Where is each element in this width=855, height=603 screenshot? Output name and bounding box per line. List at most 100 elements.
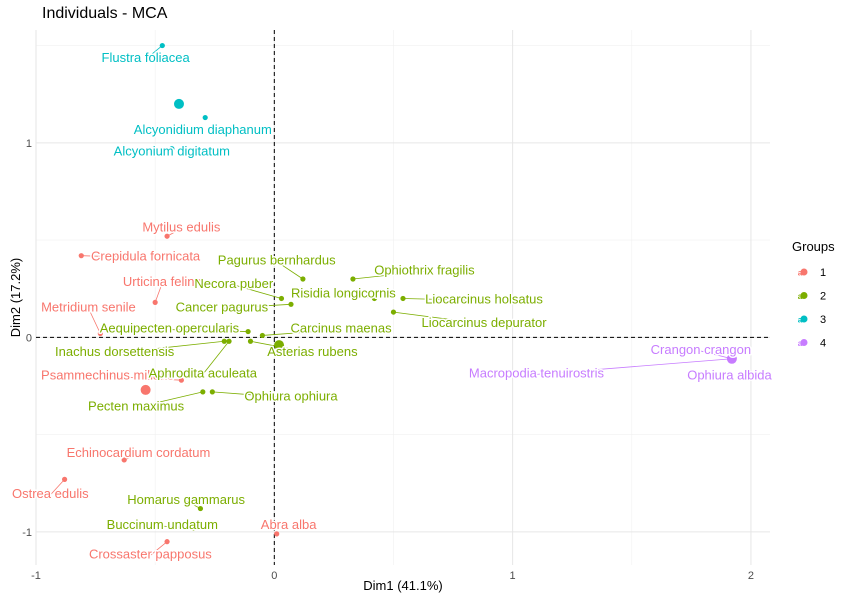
label-connector [185, 500, 201, 509]
data-label: Ophiura ophiura [244, 389, 338, 404]
data-label-halo: Liocarcinus depurator [422, 315, 548, 330]
label-connector [202, 341, 230, 375]
legend-key-glyph: a [798, 292, 803, 301]
legend-entry-label: 2 [820, 291, 826, 303]
x-axis-label: Dim1 (41.1%) [363, 578, 442, 593]
label-connector [212, 391, 292, 399]
data-label-halo: Urticina felina [123, 274, 203, 289]
label-connector [114, 340, 225, 354]
data-point [221, 338, 227, 344]
label-connector [107, 375, 182, 381]
legend-entry-label: 4 [820, 338, 826, 350]
x-tick-label: -1 [31, 570, 41, 582]
data-label-halo: Macropodia tenuirostris [469, 365, 605, 380]
legend-key-point [800, 315, 808, 323]
data-label: Pecten maximus [88, 398, 185, 413]
data-point [164, 233, 170, 239]
label-connector [700, 350, 732, 360]
data-label: Psammechinus miliaris [41, 367, 174, 382]
data-label: Aequipecten opercularis [100, 321, 240, 336]
data-point [202, 114, 208, 121]
data-point [400, 295, 406, 302]
label-connector [262, 329, 342, 336]
y-tick-label: 0 [26, 332, 32, 344]
data-point [121, 457, 127, 463]
legend-key-glyph: a [798, 269, 803, 278]
label-connector [81, 255, 146, 259]
data-point [278, 295, 285, 302]
data-label: Cancer pagurus [176, 299, 269, 314]
data-point [61, 476, 68, 482]
data-label: Asterias rubens [267, 344, 358, 359]
data-label-halo: Pagurus bernhardus [218, 253, 336, 268]
data-label: Risidia longicornis [291, 286, 396, 301]
data-point [159, 42, 165, 49]
data-point [259, 332, 265, 339]
chart-title: Individuals - MCA [42, 5, 168, 22]
legend-entry-label: 3 [820, 314, 826, 326]
label-connector [169, 329, 249, 332]
data-point [245, 328, 251, 335]
data-label: Liocarcinus holsatus [425, 291, 543, 306]
data-label: Buccinum undatum [107, 517, 218, 532]
data-label: Ophiura albida [687, 367, 772, 382]
data-label-halo: Crossaster papposus [89, 546, 212, 561]
label-connector [352, 270, 425, 280]
data-label-halo: Echinocardium cordatum [67, 445, 211, 460]
data-label-halo: Ophiothrix fragilis [374, 262, 475, 277]
label-connector [276, 261, 304, 280]
label-connector [402, 298, 485, 301]
label-connector [145, 45, 163, 60]
x-tick-label: 1 [510, 570, 516, 582]
label-connector [343, 294, 375, 299]
data-label: Necora puber [194, 276, 273, 291]
data-label-halo: Ostrea edulis [12, 486, 89, 501]
label-connector [150, 541, 168, 556]
legend-key-glyph: a [798, 339, 803, 348]
data-label-halo: Alcyonidium diaphanum [134, 122, 272, 137]
label-connector [88, 308, 101, 334]
label-connector [154, 282, 163, 303]
data-label-halo: Metridium senile [41, 299, 136, 314]
legend-title: Groups [792, 239, 835, 254]
data-point [390, 309, 397, 315]
y-axis-label: Dim2 (17.2%) [8, 258, 23, 337]
data-point [200, 389, 206, 395]
data-label: Carcinus maenas [290, 321, 392, 336]
label-connector [221, 303, 292, 309]
data-point [729, 356, 735, 362]
data-label: Flustra foliacea [102, 50, 191, 65]
group-centroid-point [274, 340, 285, 351]
data-label-halo: Pecten maximus [88, 398, 185, 413]
label-connector [233, 284, 282, 299]
data-label-halo: Inachus dorsettensis [55, 344, 175, 359]
data-point [164, 539, 170, 545]
label-connector [536, 358, 732, 375]
data-label: Pagurus bernhardus [218, 253, 336, 268]
group-centroid-point [140, 384, 151, 395]
data-label: Liocarcinus depurator [422, 315, 548, 330]
data-label: Crangon crangon [651, 342, 751, 357]
data-label: Metridium senile [41, 299, 136, 314]
data-label: Inachus dorsettensis [55, 344, 175, 359]
data-label: Aphrodita aculeata [149, 365, 258, 380]
data-point [178, 377, 184, 383]
data-point [288, 301, 294, 307]
data-label-halo: Ophiura ophiura [244, 389, 338, 404]
label-connector [166, 228, 182, 237]
data-point [190, 525, 196, 531]
data-label-halo: Carcinus maenas [290, 321, 392, 336]
data-point [169, 146, 175, 152]
label-connector [162, 525, 194, 529]
data-label-halo: Liocarcinus holsatus [425, 291, 543, 306]
data-point [274, 531, 280, 537]
data-label-halo: Homarus gammarus [127, 492, 245, 507]
x-tick-label: 0 [271, 570, 277, 582]
y-tick-label: 1 [26, 138, 32, 150]
data-label: Alcyonium digitatum [114, 144, 230, 159]
data-label-halo: Aequipecten opercularis [100, 321, 240, 336]
data-label-halo: Crangon crangon [651, 342, 751, 357]
data-label: Alcyonidium diaphanum [134, 122, 272, 137]
data-label-halo: Asterias rubens [267, 344, 358, 359]
